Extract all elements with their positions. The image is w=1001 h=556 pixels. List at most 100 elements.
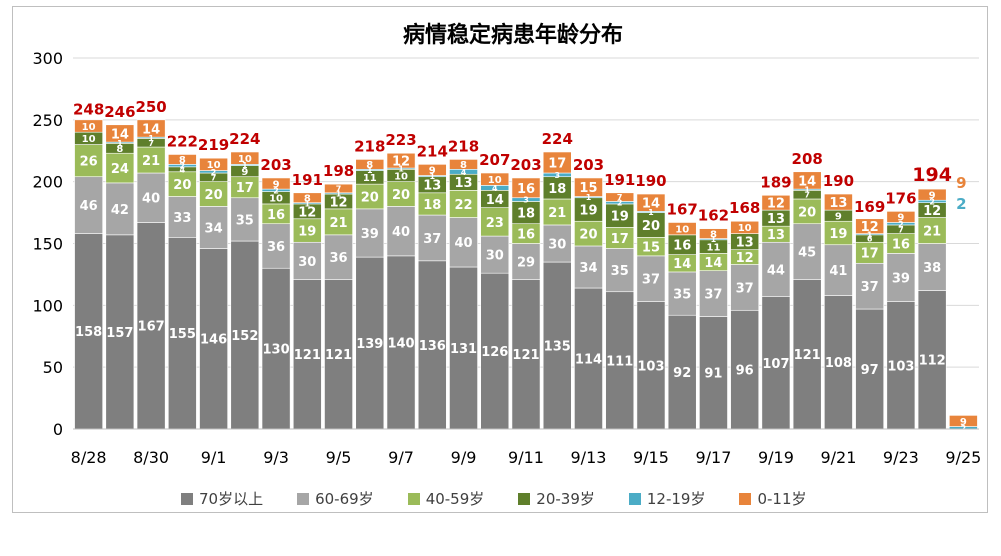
bar-data-label: 8: [116, 144, 123, 155]
bar-total-label: 208: [792, 150, 823, 168]
bar-data-label: 3: [523, 196, 529, 205]
y-tick-label: 50: [43, 358, 63, 377]
bar-segment: [449, 217, 478, 268]
bar-data-label: 14: [704, 256, 722, 271]
bar-data-label: 17: [548, 156, 566, 171]
bar-data-label: 1: [305, 199, 311, 208]
bar-data-label: 126: [481, 345, 508, 360]
bar-data-label: 8: [710, 229, 717, 240]
bar-data-label: 39: [892, 271, 910, 286]
bar-segment: [136, 119, 166, 138]
bar-segment: [949, 415, 978, 427]
legend-item: 0-11岁: [739, 488, 807, 509]
bar-segment: [886, 301, 916, 430]
bar-data-label: 29: [517, 255, 535, 270]
bar-segment: [355, 159, 385, 170]
bar-data-label: 11: [706, 242, 720, 253]
bar-segment: [761, 241, 791, 297]
bar-data-label: 44: [767, 263, 785, 278]
bar-segment: [761, 194, 791, 211]
legend-swatch: [628, 492, 641, 505]
bar-data-label: 140: [387, 336, 414, 351]
bar-segment: [855, 262, 885, 310]
bar-total-label: 223: [385, 131, 416, 149]
bar-segment: [292, 192, 322, 203]
bar-segment: [574, 220, 603, 247]
bar-total-label: 190: [823, 172, 854, 190]
bar-total-label: 176: [885, 189, 916, 207]
bar-data-label: 1: [429, 172, 435, 181]
bar-data-label: 9: [273, 179, 280, 190]
bar-segment: [386, 181, 416, 207]
bar-data-label: 36: [267, 240, 285, 255]
bar-total-label: 250: [135, 98, 166, 116]
bar-data-label: 14: [642, 197, 660, 212]
legend-item: 70岁以上: [181, 488, 263, 509]
bar-data-label: 12: [330, 195, 348, 210]
legend-label: 12-19岁: [646, 490, 706, 508]
x-tick-label: 9/23: [883, 448, 919, 467]
legend-item: 12-19岁: [628, 488, 706, 509]
bar-data-label: 9: [897, 213, 904, 224]
bar-segment: [792, 171, 822, 190]
bar-data-label: 7: [617, 193, 623, 202]
bar-data-label: 20: [361, 190, 379, 205]
x-tick-label: 9/21: [820, 448, 856, 467]
x-tick-label: 9/1: [201, 448, 227, 467]
bar-data-label: 12: [923, 204, 941, 219]
bar-data-label: 7: [804, 191, 810, 200]
bar-segment: [136, 222, 166, 430]
bar-data-label: 12: [767, 197, 785, 212]
bar-data-label: 35: [236, 213, 254, 228]
bar-data-label: 17: [611, 232, 629, 247]
bar-data-label: 111: [606, 354, 633, 369]
bar-data-label: 7: [898, 225, 904, 234]
bar-segment: [105, 124, 135, 143]
bar-data-label: 1: [711, 235, 717, 244]
bar-data-label: 2: [929, 197, 935, 206]
bar-total-label: 194: [912, 164, 952, 186]
bar-data-label: 2: [211, 168, 217, 177]
bar-data-label: 18: [517, 207, 535, 222]
bar-segment: [605, 291, 635, 430]
legend-swatch: [407, 492, 420, 505]
bar-data-label: 20: [392, 188, 410, 203]
bar-data-label: 92: [673, 366, 691, 381]
bar-data-label: 9: [241, 167, 248, 178]
bar-data-label: 1: [336, 189, 342, 198]
bar-segment: [886, 211, 916, 223]
y-tick-label: 0: [53, 420, 63, 439]
bar-data-label: 20: [173, 178, 191, 193]
x-tick-label: 9/17: [695, 448, 731, 467]
bar-data-label: 112: [919, 354, 946, 369]
bar-data-label: 4: [492, 184, 498, 193]
bar-data-label: 19: [298, 224, 316, 239]
bar-data-label: 136: [419, 339, 446, 354]
bar-segment: [355, 208, 385, 258]
bar-data-label: 121: [794, 348, 821, 363]
bar-data-label: 158: [75, 325, 102, 340]
bar-segment: [324, 183, 353, 194]
bar-segment: [386, 255, 416, 430]
bar-data-label: 35: [611, 264, 629, 279]
bar-data-label: 146: [200, 333, 227, 348]
bar-data-label: 37: [423, 232, 441, 247]
bar-data-label: 10: [238, 154, 252, 165]
bar-data-label: 10: [269, 194, 283, 205]
bar-segment: [230, 197, 260, 242]
chart-title: 病情稳定病患年龄分布: [403, 22, 623, 48]
bar-data-label: 23: [486, 216, 504, 231]
legend-label: 0-11岁: [757, 490, 807, 508]
bar-data-label: 19: [829, 227, 847, 242]
bar-total-label: 169: [854, 198, 885, 216]
bar-data-label: 20: [205, 188, 223, 203]
bar-data-label: 97: [861, 363, 879, 378]
bar-data-label: 37: [861, 280, 879, 295]
bar-segment: [761, 296, 791, 430]
bar-data-label: 13: [767, 212, 785, 227]
y-tick-label: 150: [32, 235, 63, 254]
bar-segment: [511, 243, 541, 280]
bar-data-label: 1: [648, 208, 654, 217]
bar-data-label: 10: [207, 160, 221, 171]
bar-data-label: 12: [298, 205, 316, 220]
